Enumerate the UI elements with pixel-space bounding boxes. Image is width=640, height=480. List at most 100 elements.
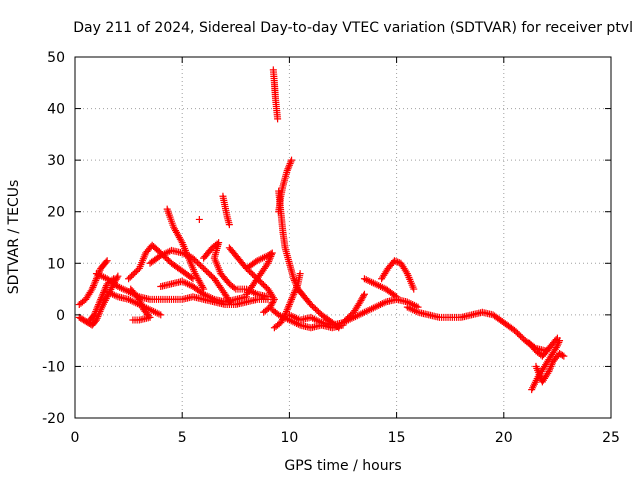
data-point: [360, 292, 368, 300]
series-arc-20: [270, 270, 304, 332]
data-point: [125, 275, 133, 283]
data-point: [177, 237, 185, 245]
data-point: [548, 361, 556, 369]
data-point: [230, 284, 238, 292]
data-point: [197, 261, 205, 269]
data-point: [284, 304, 292, 312]
data-point: [292, 285, 300, 293]
data-point: [97, 295, 105, 303]
series-arc-14: [225, 244, 278, 316]
data-point: [136, 297, 144, 305]
series-arc-25: [403, 303, 551, 355]
data-point: [279, 314, 287, 322]
data-point: [391, 292, 399, 300]
data-point: [270, 297, 278, 305]
data-point: [410, 285, 418, 293]
data-point: [99, 290, 107, 298]
data-point: [290, 289, 298, 297]
grid: [75, 57, 611, 418]
data-point: [517, 332, 525, 340]
data-point: [286, 299, 294, 307]
data-point: [360, 290, 368, 298]
data-point: [90, 311, 98, 319]
data-point: [511, 326, 519, 334]
y-tick-label: 40: [47, 102, 65, 118]
plot-frame: [74, 56, 612, 419]
data-point: [247, 269, 255, 277]
data-point: [190, 256, 198, 264]
data-point: [269, 298, 277, 306]
data-points: [75, 66, 568, 394]
data-point: [546, 364, 554, 372]
y-tick-label: 10: [47, 256, 65, 272]
data-point: [89, 283, 97, 291]
data-point: [90, 280, 98, 288]
data-point: [287, 158, 295, 166]
data-point: [222, 292, 230, 300]
data-point: [267, 252, 275, 260]
series-arc-15: [243, 249, 276, 298]
series-arc-22: [339, 290, 368, 327]
data-point: [93, 304, 101, 312]
x-tick-label: 25: [602, 430, 620, 446]
data-point: [342, 316, 350, 324]
data-point: [103, 257, 111, 265]
data-point: [92, 276, 100, 284]
data-point: [546, 366, 554, 374]
data-point: [277, 319, 285, 327]
data-point: [310, 303, 318, 311]
data-point: [390, 257, 398, 265]
data-point: [258, 279, 266, 287]
data-point: [308, 302, 316, 310]
data-point: [194, 259, 202, 267]
data-point: [137, 299, 145, 307]
data-point: [279, 315, 287, 323]
data-point: [358, 295, 366, 303]
x-tick-label: 10: [280, 430, 298, 446]
data-point: [392, 257, 400, 265]
data-point: [187, 274, 195, 282]
data-point: [128, 272, 136, 280]
data-point: [290, 290, 298, 298]
data-point: [92, 316, 100, 324]
series-arc-27: [532, 350, 568, 386]
data-point: [243, 290, 251, 298]
data-point: [341, 317, 349, 325]
data-point: [201, 266, 209, 274]
data-point: [204, 269, 212, 277]
data-point: [94, 302, 102, 310]
data-point: [288, 156, 296, 164]
data-point: [135, 295, 143, 303]
data-point: [293, 283, 301, 291]
data-point: [198, 263, 206, 271]
data-point: [92, 307, 100, 315]
data-point: [288, 294, 296, 302]
data-point: [268, 251, 276, 259]
series-arc-23: [360, 275, 401, 301]
data-point: [514, 329, 522, 337]
y-tick-label: 30: [47, 153, 65, 169]
data-point: [260, 308, 268, 316]
data-point: [280, 312, 288, 320]
series-arc-17: [275, 156, 296, 216]
data-point: [129, 270, 137, 278]
x-tick-label: 15: [388, 430, 406, 446]
series-arc-09: [146, 246, 233, 306]
data-point: [553, 334, 561, 342]
data-point: [261, 307, 269, 315]
data-point: [347, 311, 355, 319]
y-tick-label: 0: [56, 308, 65, 324]
data-point: [344, 314, 352, 322]
data-point: [288, 295, 296, 303]
data-point: [289, 292, 297, 300]
plot-area: [74, 56, 612, 419]
data-point: [393, 293, 401, 301]
data-point: [195, 215, 203, 223]
data-point: [314, 308, 322, 316]
data-point: [200, 264, 208, 272]
data-point: [285, 161, 293, 169]
data-point: [102, 283, 110, 291]
data-point: [356, 298, 364, 306]
data-point: [339, 319, 347, 327]
data-point: [207, 272, 215, 280]
